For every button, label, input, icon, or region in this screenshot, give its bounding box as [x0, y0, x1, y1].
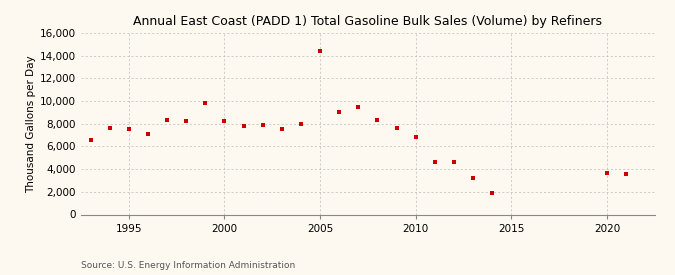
Point — [353, 104, 364, 109]
Point — [601, 170, 612, 175]
Point — [200, 101, 211, 106]
Point — [162, 118, 173, 123]
Point — [333, 110, 344, 115]
Point — [257, 123, 268, 127]
Point — [392, 126, 402, 131]
Point — [315, 49, 325, 53]
Point — [238, 124, 249, 128]
Y-axis label: Thousand Gallons per Day: Thousand Gallons per Day — [26, 55, 36, 192]
Point — [429, 160, 440, 164]
Point — [296, 122, 306, 126]
Point — [85, 138, 96, 142]
Point — [104, 126, 115, 131]
Point — [219, 119, 230, 124]
Title: Annual East Coast (PADD 1) Total Gasoline Bulk Sales (Volume) by Refiners: Annual East Coast (PADD 1) Total Gasolin… — [134, 15, 602, 28]
Point — [181, 119, 192, 124]
Point — [372, 118, 383, 123]
Point — [448, 160, 459, 164]
Point — [142, 132, 153, 136]
Point — [277, 127, 288, 132]
Point — [410, 135, 421, 140]
Point — [487, 191, 497, 195]
Point — [468, 176, 479, 180]
Text: Source: U.S. Energy Information Administration: Source: U.S. Energy Information Administ… — [81, 260, 295, 270]
Point — [124, 127, 134, 132]
Point — [621, 172, 632, 176]
